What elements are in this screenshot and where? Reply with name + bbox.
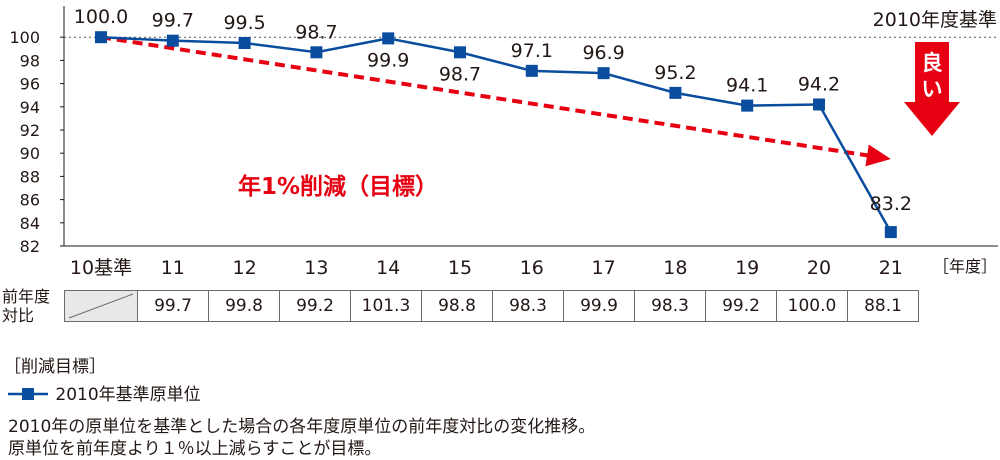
- x-axis-labels: 10基準 11 12 13 14 15 16 17 18 19 20 21 ［年度］: [70, 257, 997, 279]
- yoy-cell: 98.3: [492, 290, 564, 322]
- series-line: [95, 31, 897, 239]
- y-tick-label: 100: [9, 28, 40, 47]
- target-label: 年1%削減（目標）: [238, 173, 438, 200]
- yoy-cell: 99.2: [279, 290, 351, 322]
- legend: 2010年基準原単位: [8, 380, 201, 405]
- x-tick-label: 17: [592, 257, 616, 279]
- data-point-marker: [741, 99, 754, 112]
- x-tick-label: 13: [304, 257, 328, 279]
- y-tick-label: 82: [20, 237, 40, 256]
- chart-axes: [63, 6, 998, 247]
- data-label: 98.7: [295, 21, 337, 43]
- y-tick-label: 88: [20, 167, 40, 186]
- data-point-marker: [95, 31, 107, 44]
- data-label: 99.5: [223, 12, 265, 34]
- yoy-cell: 99.7: [137, 290, 209, 322]
- target-trend: 年1%削減（目標）: [100, 35, 891, 200]
- series-polyline: [100, 35, 892, 233]
- x-tick-label: 15: [448, 257, 472, 279]
- y-axis-ticks: 82 84 86 88 90 92 94 96 98 100: [9, 28, 64, 256]
- y-tick-label: 84: [20, 214, 40, 233]
- legend-series-marker-icon: [8, 388, 48, 400]
- x-tick-label: 12: [233, 257, 257, 279]
- yoy-cell: 100.0: [776, 290, 848, 322]
- y-tick-label: 98: [20, 51, 40, 70]
- x-tick-label: 16: [520, 257, 544, 279]
- x-tick-label: 20: [807, 257, 831, 279]
- yoy-cell: 98.8: [421, 290, 493, 322]
- data-point-marker: [454, 46, 466, 59]
- data-point-marker: [238, 37, 251, 49]
- baseline-label: 2010年度基準: [873, 9, 997, 31]
- data-point-marker: [669, 86, 682, 99]
- yoy-row-label: 前年度対比: [2, 287, 51, 325]
- y-tick-label: 90: [20, 144, 40, 163]
- better-label-char: 良: [922, 51, 943, 75]
- x-tick-label: 10基準: [70, 257, 132, 279]
- data-labels: 100.0 99.7 99.5 98.7 99.9 98.7 97.1 96.9 95.2 94.…: [74, 6, 912, 215]
- yoy-row: 99.7 99.8 99.2 101.3 98.8 98.3 99.9 98.3 99.2 100…: [64, 290, 919, 322]
- note-line-1: 2010年の原単位を基準とした場合の各年度原単位の前年度対比の変化推移。: [8, 417, 596, 437]
- data-point-marker: [166, 34, 179, 47]
- data-label: 96.9: [582, 42, 624, 64]
- x-tick-label: 18: [663, 257, 687, 279]
- data-point-marker: [597, 67, 610, 80]
- x-tick-label: 14: [376, 257, 400, 279]
- data-label: 99.9: [367, 49, 409, 71]
- data-label: 94.1: [726, 75, 768, 97]
- yoy-cell: 98.3: [634, 290, 706, 322]
- data-point-marker: [884, 226, 897, 239]
- data-label: 95.2: [654, 62, 696, 84]
- diagonal-slash-icon: [68, 293, 134, 319]
- data-label: 97.1: [511, 40, 553, 62]
- yoy-cell: 101.3: [350, 290, 422, 322]
- y-tick-label: 94: [20, 98, 40, 117]
- target-arrowhead-icon: [865, 144, 891, 167]
- data-point-marker: [525, 64, 538, 77]
- yoy-cell: 88.1: [847, 290, 919, 322]
- better-label-char: い: [922, 77, 943, 101]
- x-axis-unit: ［年度］: [933, 257, 997, 276]
- yoy-cell: 99.2: [705, 290, 777, 322]
- yoy-cell: 99.8: [208, 290, 280, 322]
- y-tick-label: 86: [20, 191, 40, 210]
- x-tick-label: 11: [161, 257, 185, 279]
- yoy-cell: 99.9: [563, 290, 635, 322]
- target-dashed-line: [100, 35, 870, 158]
- data-label: 99.7: [152, 10, 194, 32]
- y-tick-label: 92: [20, 121, 40, 140]
- note-line-2: 原単位を前年度より１％以上減らすことが目標。: [8, 439, 382, 459]
- x-tick-label: 21: [879, 257, 903, 279]
- data-label: 100.0: [74, 6, 128, 28]
- data-point-marker: [813, 98, 825, 111]
- yoy-base-cell: [64, 290, 138, 322]
- data-label: 83.2: [870, 193, 912, 215]
- data-point-marker: [310, 46, 323, 59]
- better-down-arrow-icon: [904, 42, 960, 136]
- data-label: 94.2: [798, 73, 840, 95]
- y-tick-label: 96: [20, 75, 40, 94]
- data-label: 98.7: [439, 63, 481, 85]
- x-tick-label: 19: [735, 257, 759, 279]
- line-chart: 82 84 86 88 90 92 94 96 98 100 10基準 11 12 13 14 15 16 17…: [9, 6, 998, 279]
- data-point-marker: [382, 32, 395, 45]
- yoy-table: 99.7 99.8 99.2 101.3 98.8 98.3 99.9 98.3 99.2 100…: [64, 290, 919, 322]
- legend-title: ［削減目標］: [4, 357, 106, 377]
- legend-series-label: 2010年基準原単位: [55, 385, 201, 405]
